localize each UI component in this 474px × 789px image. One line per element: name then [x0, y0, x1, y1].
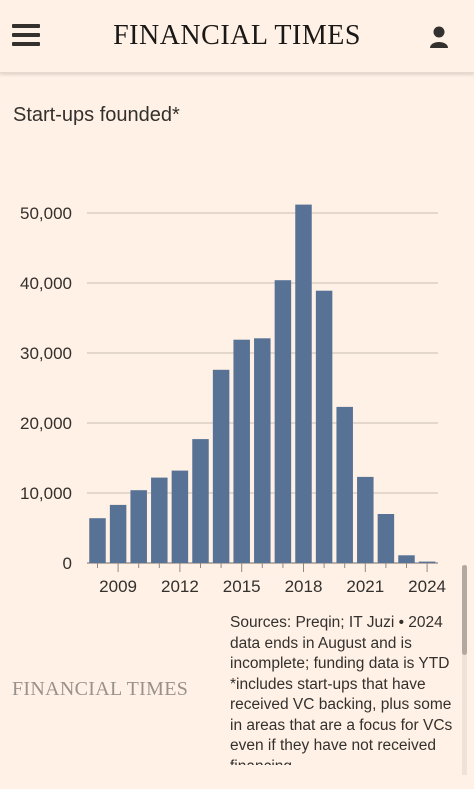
- source-note-line: Sources: Preqin; IT Juzi • 2024: [230, 614, 443, 631]
- user-account-icon[interactable]: [428, 25, 450, 49]
- bar-2024: [418, 561, 436, 563]
- x-tick-label: 2012: [161, 577, 199, 596]
- bar-2013: [192, 439, 209, 563]
- y-tick-label: 50,000: [20, 204, 72, 223]
- bar-2019: [315, 290, 333, 563]
- source-note-line: *includes start-ups that have: [230, 675, 426, 693]
- bar-2022: [377, 514, 395, 563]
- y-tick-label: 30,000: [20, 344, 72, 363]
- chart-bars: [89, 204, 436, 563]
- source-note-line: in areas that are a focus for VCs: [230, 716, 453, 734]
- source-note-line: even if they have not received: [230, 737, 436, 754]
- hamburger-menu-icon[interactable]: [12, 24, 40, 46]
- x-tick-label: 2021: [346, 577, 384, 596]
- x-tick-label: 2024: [408, 577, 446, 596]
- chart-source-notes: Sources: Preqin; IT Juzi • 2024 data end…: [230, 613, 462, 765]
- bar-2014: [212, 369, 230, 563]
- y-tick-label: 10,000: [20, 484, 72, 503]
- bar-2021: [357, 476, 374, 563]
- bar-2008: [89, 518, 106, 563]
- bar-2020: [336, 406, 353, 563]
- source-note-line: received VC backing, plus some: [230, 696, 452, 713]
- scrollbar-track[interactable]: [462, 565, 467, 775]
- x-axis-ticks: 2009 2012 2015 2018 2021 2024: [97, 563, 446, 596]
- x-tick-label: 2009: [99, 577, 137, 596]
- bar-2011: [151, 477, 168, 563]
- ft-masthead-logo[interactable]: FINANCIAL TIMES: [113, 20, 361, 51]
- bar-2009: [109, 504, 127, 563]
- top-navigation-bar: FINANCIAL TIMES: [0, 0, 474, 73]
- source-note-line: incomplete; funding data is YTD: [230, 655, 450, 672]
- source-note-line: data ends in August and is: [230, 634, 412, 652]
- bar-2010: [130, 490, 147, 563]
- bar-2017: [274, 280, 292, 563]
- y-tick-label: 20,000: [20, 414, 72, 433]
- bar-2012: [171, 470, 189, 563]
- x-tick-label: 2018: [285, 577, 323, 596]
- bar-2023: [398, 555, 415, 563]
- y-tick-label: 0: [63, 554, 72, 573]
- source-note-line: financing: [230, 757, 462, 766]
- chart-title: Start-ups founded*: [13, 104, 180, 126]
- scrollbar-thumb[interactable]: [462, 565, 467, 655]
- y-tick-label: 40,000: [20, 274, 72, 293]
- bar-2016: [254, 338, 271, 563]
- bar-2015: [233, 339, 250, 563]
- y-axis-tick-labels: 0 10,000 20,000 30,000 40,000 50,000: [20, 204, 72, 573]
- x-tick-label: 2015: [223, 577, 261, 596]
- bar-2018: [295, 204, 312, 563]
- ft-footer-logo: FINANCIAL TIMES: [12, 678, 189, 700]
